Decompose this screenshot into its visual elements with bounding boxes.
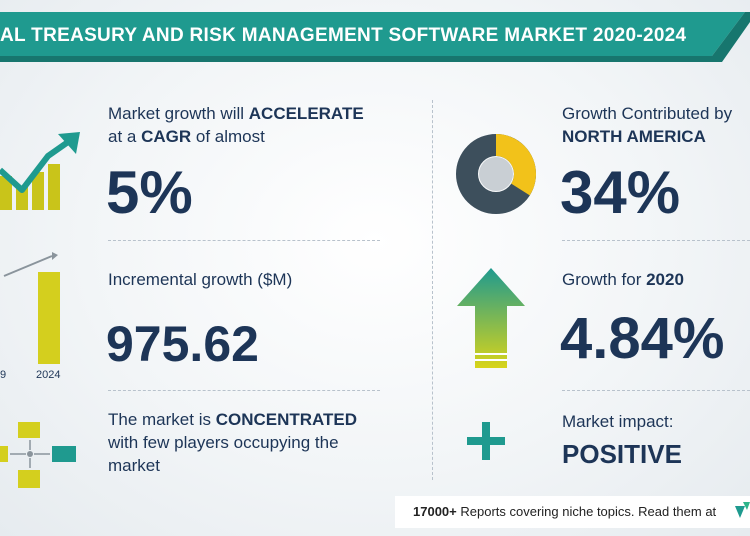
concentration-emphasis: CONCENTRATED <box>215 410 358 429</box>
divider-1 <box>108 240 380 241</box>
brand-logo-icon <box>735 502 750 518</box>
year-growth-text: Growth for <box>562 270 647 289</box>
footer-text: 17000+ Reports covering niche topics. Re… <box>413 504 716 519</box>
cagr-text-3: of almost <box>191 127 265 146</box>
cagr-text-1: Market growth will <box>108 104 249 123</box>
region-name: NORTH AMERICA <box>562 127 706 146</box>
footer-report-count: 17000+ <box>413 504 457 519</box>
concentration-label: The market is CONCENTRATED with few play… <box>108 408 408 477</box>
cagr-value: 5% <box>106 159 193 226</box>
incremental-value: 975.62 <box>106 316 259 372</box>
cagr-emphasis-cagr: CAGR <box>141 127 192 146</box>
up-arrow-icon <box>457 268 525 368</box>
region-donut-icon <box>456 134 536 214</box>
divider-2 <box>108 390 380 391</box>
footer-description: Reports covering niche topics. Read them… <box>460 504 717 519</box>
header-shape <box>0 12 750 62</box>
column-divider <box>432 100 433 480</box>
donut-slice-north-america <box>495 134 536 196</box>
concentration-text-2: with few players occupying the <box>108 433 339 452</box>
year-growth-label: Growth for 2020 <box>562 268 684 291</box>
impact-label: Market impact: <box>562 412 674 431</box>
chart-label-end: 2024 <box>36 369 60 380</box>
growth-chart-icon <box>0 132 80 210</box>
header-banner: AL TREASURY AND RISK MANAGEMENT SOFTWARE… <box>0 12 750 74</box>
impact-value: POSITIVE <box>562 439 682 469</box>
divider-3 <box>562 240 750 241</box>
plus-icon <box>467 422 505 460</box>
page-title: AL TREASURY AND RISK MANAGEMENT SOFTWARE… <box>0 25 687 46</box>
concentration-text-3: market <box>108 456 160 475</box>
cagr-text-2: at a <box>108 127 142 146</box>
region-label: Growth Contributed by NORTH AMERICA <box>562 102 750 148</box>
incremental-chart-icon: 9 2024 <box>0 252 60 380</box>
cagr-label: Market growth will ACCELERATE at a CAGR … <box>108 102 408 148</box>
concentration-text-1: The market is <box>108 410 216 429</box>
chart-label-start: 9 <box>0 369 6 380</box>
region-value: 34% <box>560 159 681 226</box>
footer-bar: 17000+ Reports covering niche topics. Re… <box>395 496 750 528</box>
cagr-emphasis-accelerate: ACCELERATE <box>248 104 364 123</box>
incremental-label: Incremental growth ($M) <box>108 270 293 289</box>
divider-4 <box>562 390 750 391</box>
vendors-network-icon <box>0 422 76 488</box>
year-growth-value: 4.84% <box>560 306 725 371</box>
region-label-text: Growth Contributed by <box>562 104 733 123</box>
year-growth-year: 2020 <box>646 270 684 289</box>
